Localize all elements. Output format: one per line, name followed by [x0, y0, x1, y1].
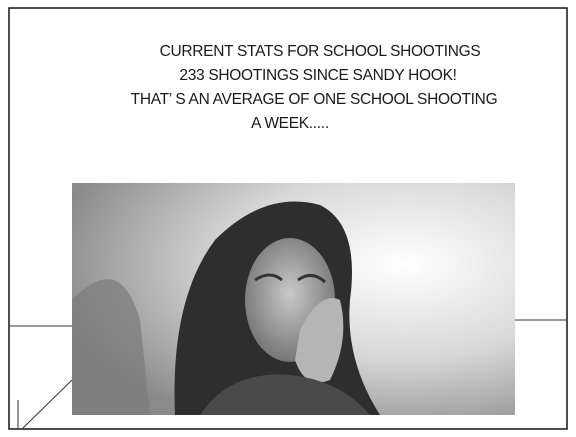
rule-line — [22, 380, 72, 429]
photo — [72, 183, 515, 415]
page: CURRENT STATS FOR SCHOOL SHOOTINGS 233 S… — [0, 0, 576, 437]
text-line: 233 SHOOTINGS SINCE SANDY HOOK! — [179, 67, 456, 84]
text-line: CURRENT STATS FOR SCHOOL SHOOTINGS — [160, 43, 481, 60]
text-line: THAT’ S AN AVERAGE OF ONE SCHOOL SHOOTIN… — [131, 91, 498, 108]
slide: CURRENT STATS FOR SCHOOL SHOOTINGS 233 S… — [0, 0, 576, 437]
text-line: A WEEK..... — [251, 115, 329, 132]
